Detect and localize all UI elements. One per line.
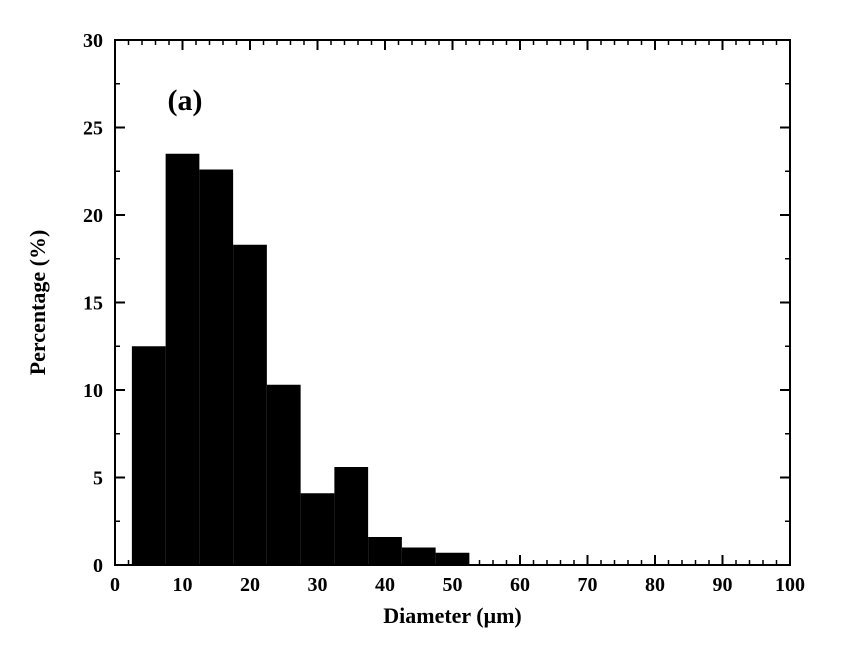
y-tick-label: 10 bbox=[83, 380, 103, 402]
x-tick-label: 50 bbox=[443, 574, 463, 596]
x-tick-label: 10 bbox=[173, 574, 193, 596]
x-tick-label: 100 bbox=[775, 574, 805, 596]
histogram-chart: 0 10 20 30 40 50 60 70 80 90 100 0 5 10 15 20 25 30 Diamet… bbox=[0, 0, 847, 656]
histogram-bar bbox=[233, 245, 267, 565]
y-axis-label: Percentage (%) bbox=[25, 230, 50, 376]
x-tick-label: 60 bbox=[510, 574, 530, 596]
x-tick-label: 90 bbox=[713, 574, 733, 596]
panel-label: (a) bbox=[168, 84, 203, 117]
x-axis-label: Diameter (μm) bbox=[383, 603, 522, 628]
x-tick-label: 40 bbox=[375, 574, 395, 596]
bars-group bbox=[132, 154, 470, 565]
x-tick-label: 80 bbox=[645, 574, 665, 596]
histogram-bar bbox=[199, 170, 233, 566]
histogram-bar bbox=[132, 346, 166, 565]
histogram-bar bbox=[267, 385, 301, 565]
y-tick-label: 20 bbox=[83, 205, 103, 227]
x-tick-label: 0 bbox=[110, 574, 120, 596]
y-tick-label: 25 bbox=[83, 118, 103, 140]
y-tick-label: 30 bbox=[83, 30, 103, 52]
x-tick-label: 20 bbox=[240, 574, 260, 596]
x-tick-label: 30 bbox=[308, 574, 328, 596]
histogram-bar bbox=[301, 493, 335, 565]
x-tick-label: 70 bbox=[578, 574, 598, 596]
y-tick-label: 5 bbox=[93, 468, 103, 490]
chart-svg: 0 10 20 30 40 50 60 70 80 90 100 0 5 10 15 20 25 30 Diamet… bbox=[0, 0, 847, 656]
histogram-bar bbox=[166, 154, 200, 565]
y-tick-label: 0 bbox=[93, 555, 103, 577]
histogram-bar bbox=[334, 467, 368, 565]
histogram-bar bbox=[402, 548, 436, 566]
y-tick-label: 15 bbox=[83, 293, 103, 315]
